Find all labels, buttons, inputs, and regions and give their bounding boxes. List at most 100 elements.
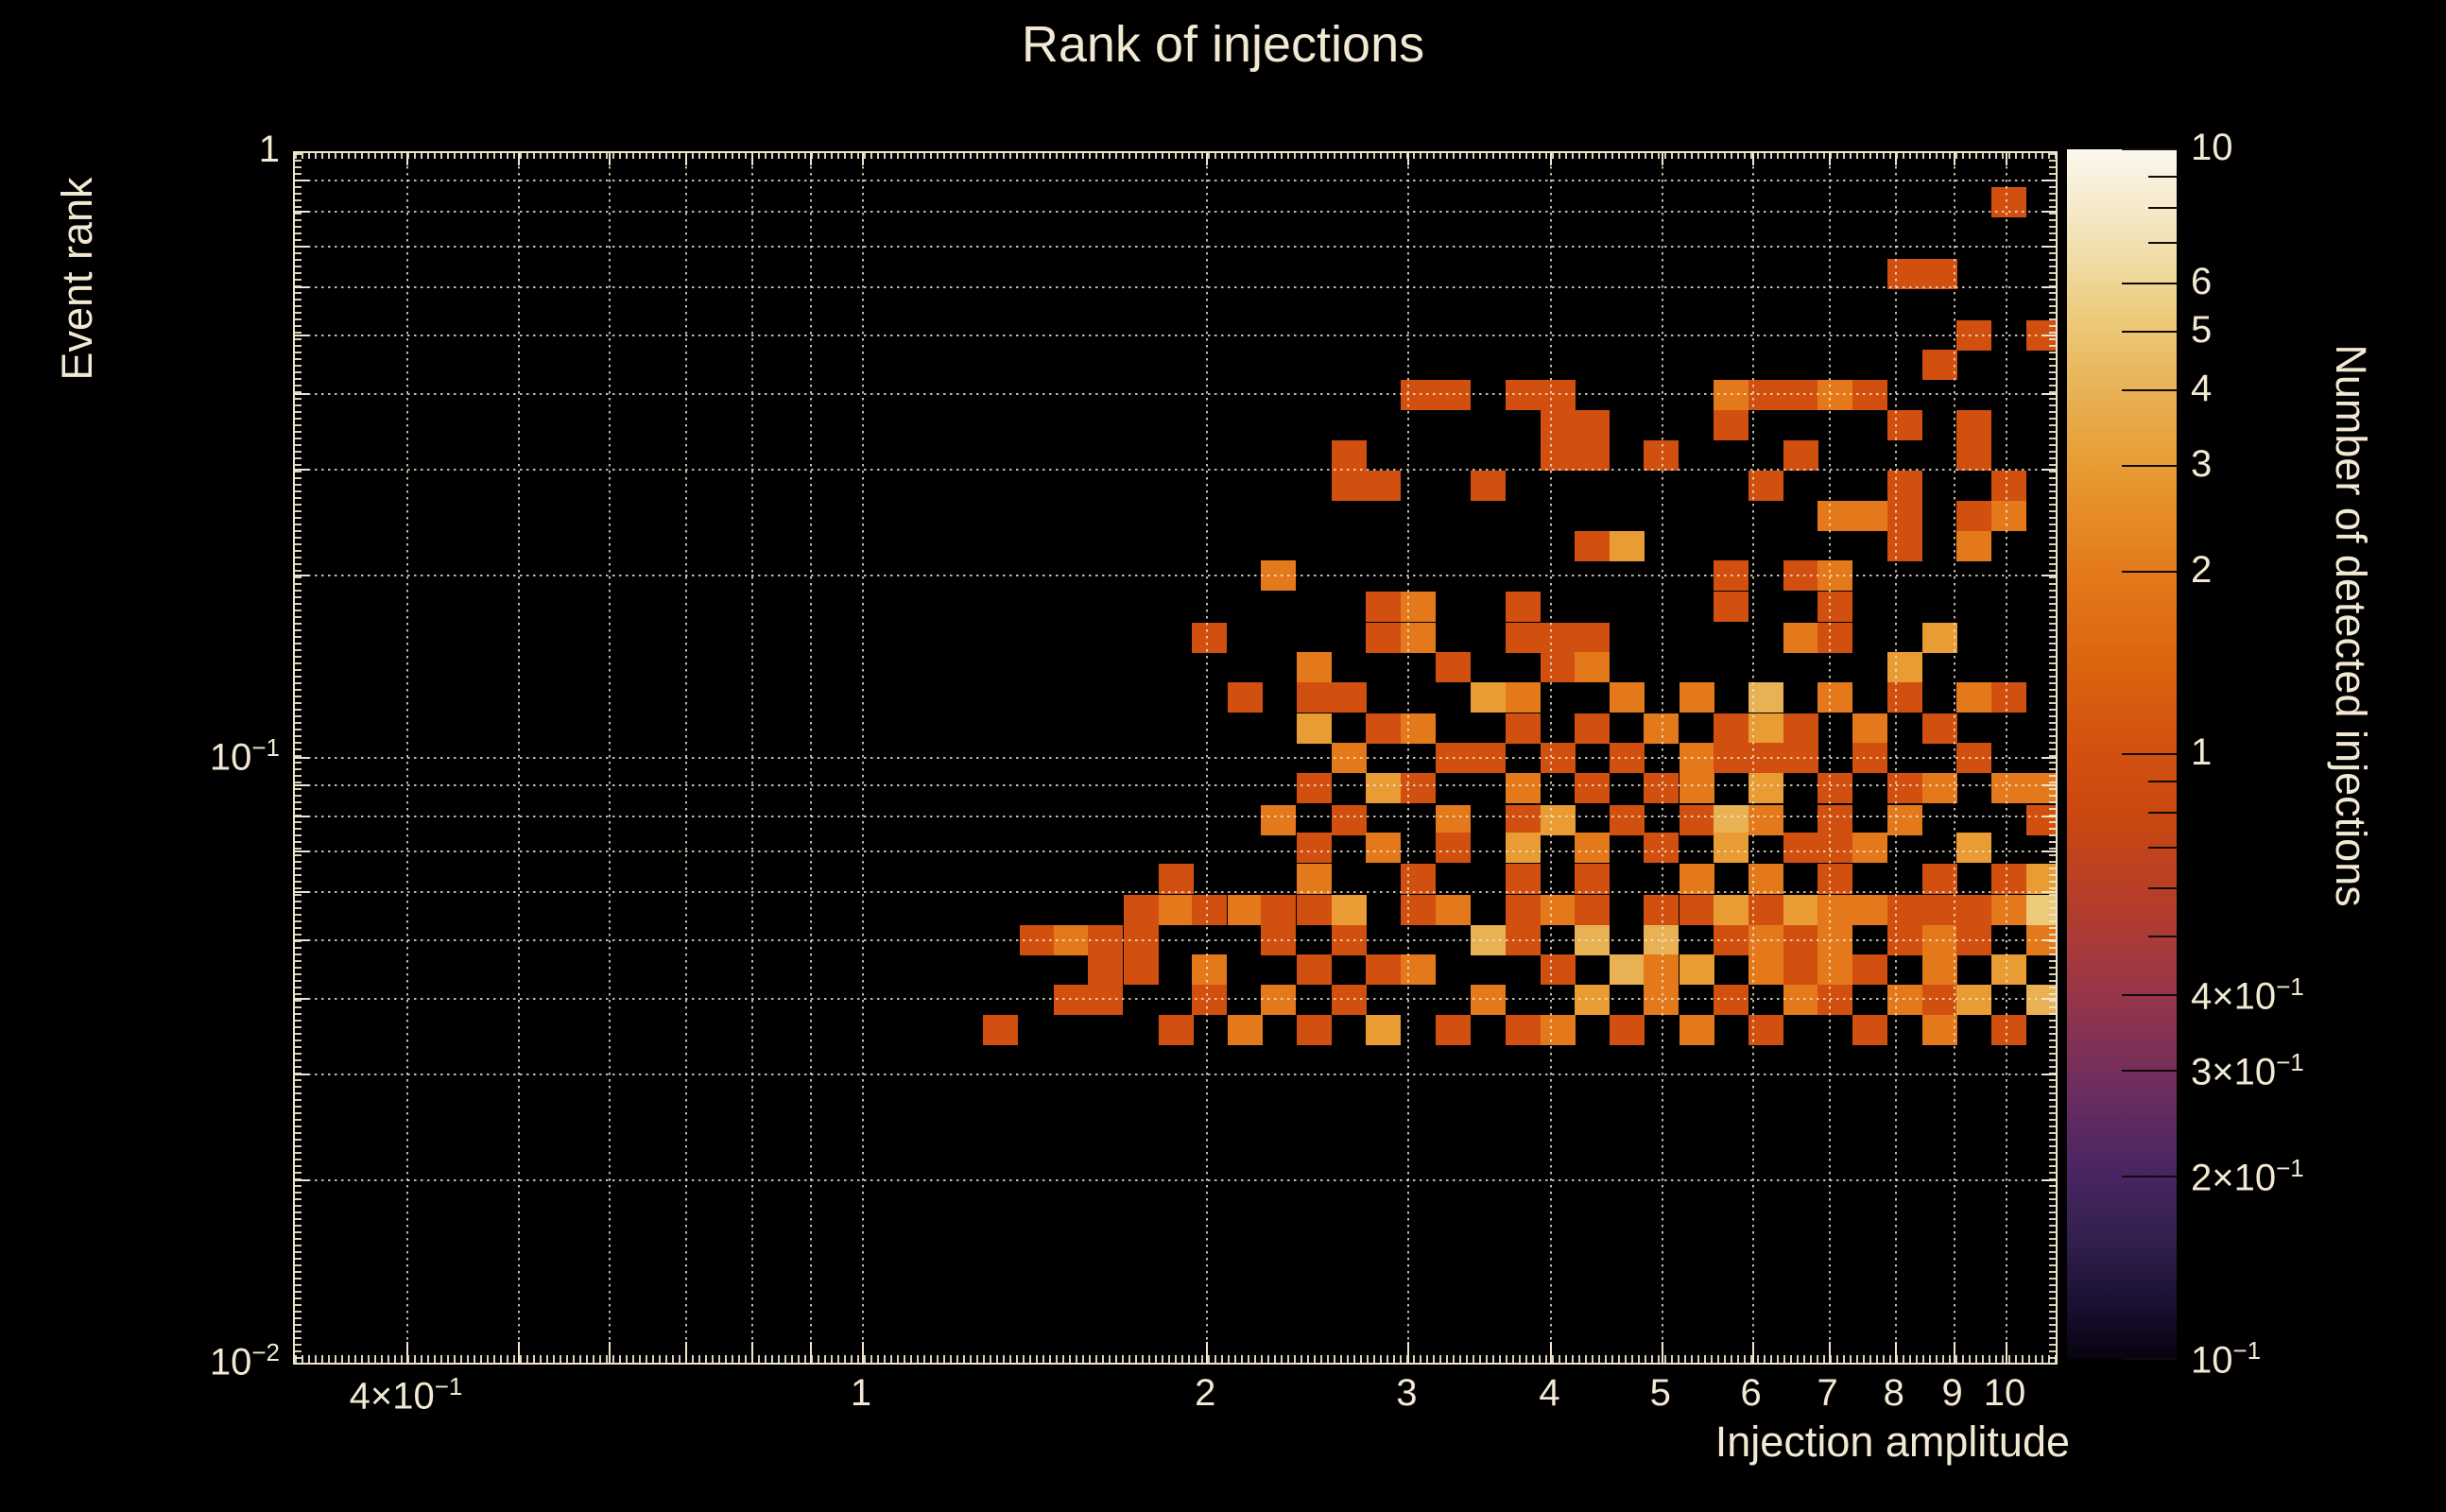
heatmap-cell	[1713, 713, 1748, 744]
x-tick-label: 3	[1396, 1372, 1418, 1414]
heatmap-cell	[1123, 895, 1159, 926]
heatmap-cell	[1679, 773, 1714, 804]
heatmap-cell	[1852, 895, 1888, 926]
heatmap-cell	[1956, 440, 1992, 472]
y-gridline	[295, 211, 2056, 214]
y-axis-tick-mirror	[2041, 211, 2056, 214]
heatmap-cell	[1331, 804, 1367, 835]
colorbar-tick-label: 10	[2191, 127, 2233, 168]
x-axis-tick	[1828, 1342, 1831, 1363]
heatmap-cell	[1331, 440, 1367, 472]
colorbar-minor-tick	[2148, 886, 2177, 889]
colorbar-minor-tick	[2148, 781, 2177, 783]
y-axis-tick-mirror	[2041, 1179, 2056, 1182]
x-axis-tick	[1206, 1342, 1209, 1363]
x-axis-tick-mirror	[1828, 153, 1831, 165]
colorbar-tick	[2122, 282, 2177, 284]
colorbar-tick-label: 6	[2191, 260, 2213, 302]
heatmap-cell	[1574, 530, 1610, 561]
heatmap-cell	[1331, 470, 1367, 501]
heatmap-cell	[1506, 622, 1542, 653]
y-axis-tick	[295, 757, 309, 759]
heatmap-cell	[1228, 895, 1264, 926]
y-axis-tick-mirror	[2041, 334, 2056, 336]
y-gridline	[295, 997, 2056, 1000]
heatmap-cell	[1506, 591, 1542, 622]
colorbar-minor-tick	[2148, 176, 2177, 179]
heatmap-cell	[1679, 895, 1714, 926]
heatmap-cell	[1748, 1014, 1783, 1045]
y-axis-tick-mirror	[2041, 997, 2056, 1000]
colorbar-tick-label: 5	[2191, 308, 2213, 351]
heatmap-cell	[1817, 833, 1853, 864]
heatmap-cell	[1748, 713, 1783, 744]
heatmap-cell	[1401, 954, 1437, 985]
heatmap-cell	[1748, 804, 1783, 835]
heatmap-cell	[1887, 530, 1922, 561]
heatmap-cell	[1296, 1014, 1332, 1045]
heatmap-cell	[1192, 985, 1228, 1016]
y-axis-tick	[295, 246, 309, 249]
y-gridline	[295, 816, 2056, 818]
heatmap-cell	[1748, 470, 1783, 501]
heatmap-cell	[1296, 954, 1332, 985]
colorbar-tick-label: 4	[2191, 367, 2213, 409]
heatmap-cell	[1506, 713, 1542, 744]
colorbar-tick	[2122, 1176, 2177, 1178]
heatmap-cell	[983, 1014, 1019, 1045]
y-axis-tick	[295, 850, 309, 853]
x-axis-tick-mirror	[406, 153, 409, 165]
heatmap-cell	[1610, 1014, 1645, 1045]
colorbar-minor-tick	[2148, 935, 2177, 937]
heatmap-cell	[1261, 804, 1297, 835]
colorbar-tick	[2122, 753, 2177, 755]
y-axis-tick	[295, 285, 309, 288]
heatmap-cell	[1192, 895, 1228, 926]
x-axis-tick-mirror	[684, 153, 687, 165]
heatmap-cell	[1192, 954, 1228, 985]
x-axis-tick-mirror	[1550, 153, 1553, 165]
heatmap-cell	[1817, 864, 1853, 895]
x-tick-label: 7	[1817, 1372, 1838, 1414]
colorbar-tick-label: 3	[2191, 442, 2213, 485]
heatmap-cell	[1540, 1014, 1576, 1045]
y-axis-title: Event rank	[53, 177, 101, 381]
heatmap-cell	[1748, 681, 1783, 713]
x-axis-tick-mirror	[1751, 153, 1754, 165]
heatmap-cell	[1748, 773, 1783, 804]
x-axis-tick-mirror	[1206, 153, 1209, 165]
heatmap-cell	[1506, 681, 1542, 713]
x-axis-tick-mirror	[1894, 153, 1897, 165]
colorbar-tick-label: 3×10−1	[2191, 1047, 2304, 1092]
heatmap-cell	[1991, 954, 2027, 985]
heatmap-cell	[1331, 681, 1367, 713]
heatmap-cell	[1610, 804, 1645, 835]
heatmap-cell	[1506, 804, 1542, 835]
y-axis-tick-mirror	[2041, 285, 2056, 288]
heatmap-cell	[1783, 622, 1818, 653]
heatmap-cell	[1956, 895, 1992, 926]
heatmap-cell	[1401, 380, 1437, 411]
heatmap-cell	[1401, 864, 1437, 895]
heatmap-cell	[1261, 895, 1297, 926]
heatmap-cell	[1887, 409, 1922, 440]
x-tick-label: 1	[850, 1372, 872, 1414]
heatmap-cell	[1921, 1014, 1957, 1045]
heatmap-cell	[1817, 681, 1853, 713]
heatmap-cell	[1956, 409, 1992, 440]
heatmap-cell	[1506, 773, 1542, 804]
heatmap-cell	[1783, 895, 1818, 926]
heatmap-cell	[1852, 713, 1888, 744]
y-gridline	[295, 468, 2056, 471]
heatmap-cell	[1574, 895, 1610, 926]
y-gridline	[295, 850, 2056, 853]
heatmap-cell	[1991, 470, 2027, 501]
heatmap-cell	[1991, 864, 2027, 895]
x-axis-tick-mirror	[608, 153, 611, 165]
heatmap-cell	[1679, 864, 1714, 895]
y-axis-tick-mirror	[2041, 575, 2056, 577]
colorbar-minor-tick	[2148, 847, 2177, 850]
heatmap-cell	[1610, 530, 1645, 561]
y-gridline	[295, 575, 2056, 577]
heatmap-cell	[1053, 985, 1089, 1016]
